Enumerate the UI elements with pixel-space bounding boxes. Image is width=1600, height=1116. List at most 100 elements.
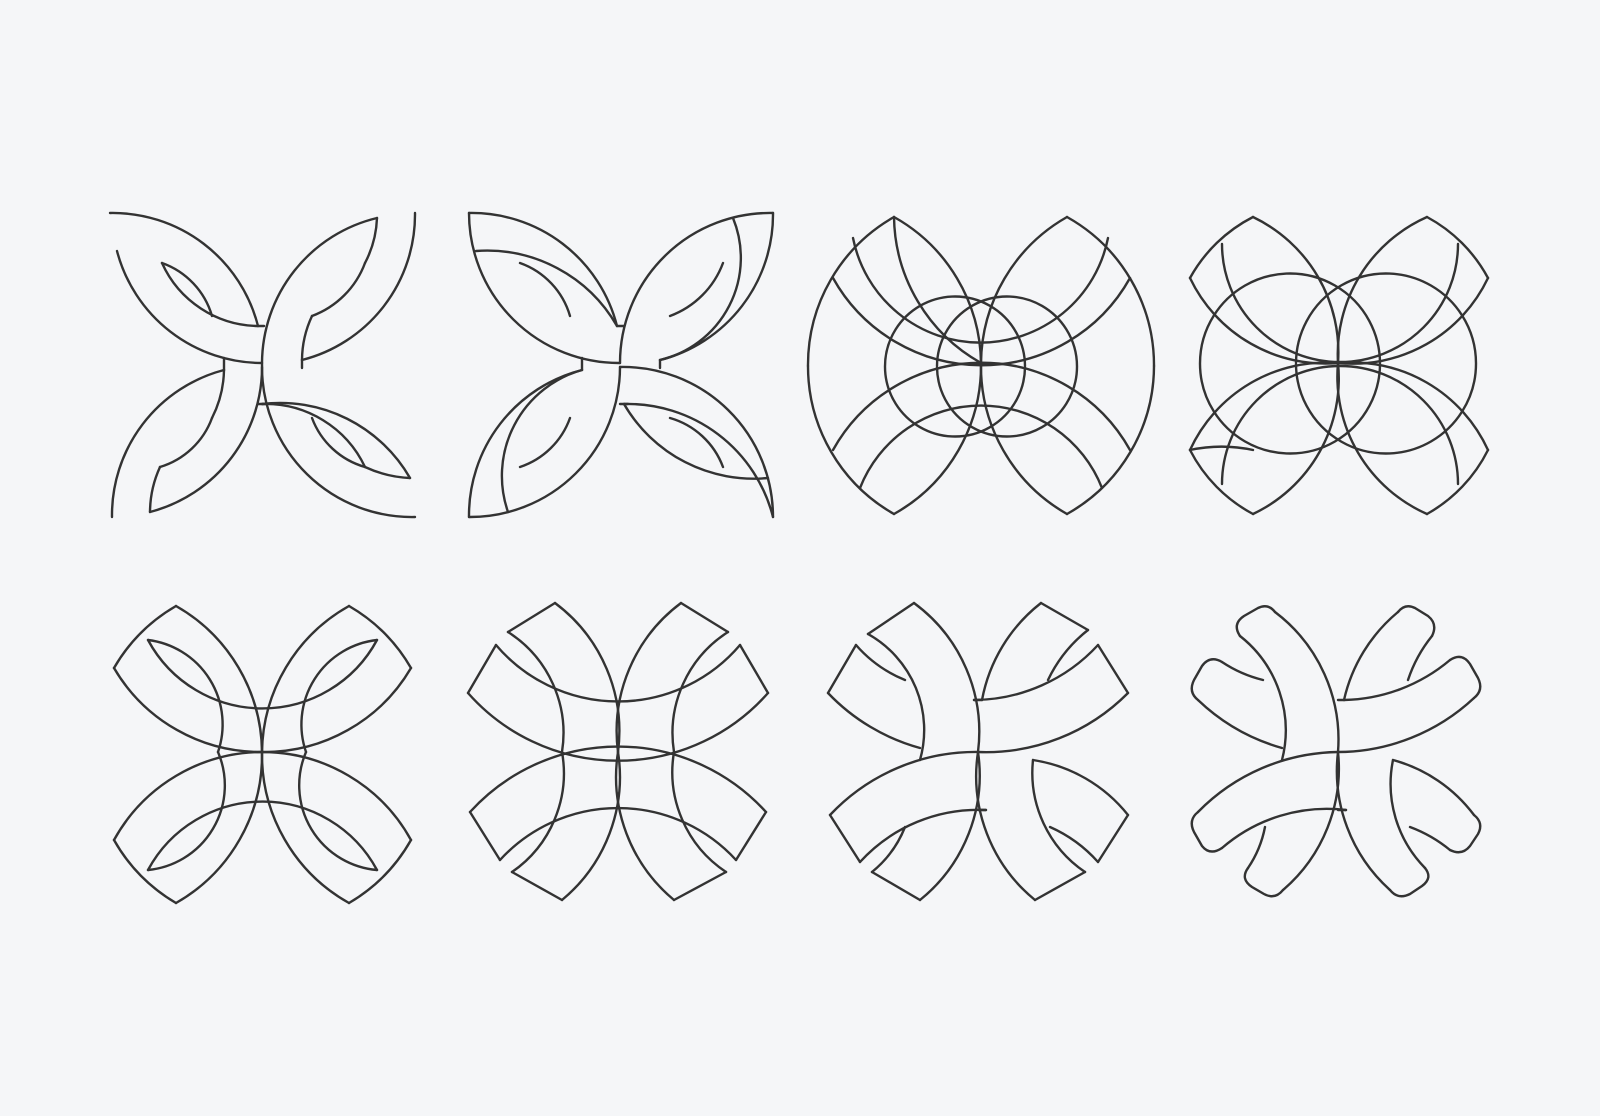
glyph-1-stroke-11 <box>148 361 264 514</box>
glyph-6-stroke-9 <box>510 750 566 874</box>
glyph-3-stroke-15 <box>883 295 1027 438</box>
glyph-5-stroke-18 <box>298 750 379 872</box>
glyph-3-stroke-14 <box>935 295 1079 438</box>
glyph-2-stroke-2 <box>467 211 622 365</box>
glyph-1-stroke-4 <box>160 261 214 318</box>
glyph-2-stroke-1 <box>467 211 619 328</box>
glyph-6-stroke-15 <box>494 643 742 703</box>
glyph-2-stroke-3 <box>474 249 619 328</box>
glyph-8-stroke-6 <box>1406 634 1434 682</box>
glyph-1-stroke-14 <box>148 465 162 514</box>
glyph-8-stroke-15 <box>1220 660 1265 682</box>
glyph-6-stroke-20 <box>734 810 768 862</box>
glyph-2-stroke-14 <box>622 402 775 519</box>
glyph-8-stroke-2 <box>1235 605 1277 638</box>
glyph-4-stroke-1 <box>1251 215 1340 365</box>
glyph-3-stroke-9 <box>1065 364 1156 516</box>
glyph-4-stroke-8 <box>1336 215 1429 365</box>
glyph-3 <box>806 215 1156 516</box>
glyph-5-stroke-8 <box>347 604 413 670</box>
glyph-1-stroke-18 <box>310 416 367 469</box>
glyph-5-stroke-9 <box>260 666 413 754</box>
glyph-1-stroke-7 <box>363 216 379 265</box>
glyph-8-stroke-8 <box>1243 866 1285 898</box>
glyph-1-stroke-5 <box>260 216 379 365</box>
glyph-2-stroke-10 <box>467 365 622 519</box>
glyph-8-stroke-18 <box>1336 696 1476 754</box>
glyph-5-stroke-15 <box>146 638 224 754</box>
glyph-7 <box>826 601 1130 902</box>
glyph-7-stroke-2 <box>866 601 916 636</box>
glyph-4-stroke-12 <box>1425 448 1490 516</box>
glyph-7-stroke-4 <box>980 601 1043 702</box>
glyph-7-stroke-10 <box>975 750 1037 902</box>
glyph-5 <box>112 604 413 905</box>
glyph-7-stroke-21 <box>858 808 988 864</box>
glyph-6-stroke-12 <box>671 750 728 874</box>
glyph-6-stroke-11 <box>672 870 728 902</box>
glyph-1-stroke-6 <box>300 211 417 362</box>
glyph-5-stroke-11 <box>347 838 413 905</box>
glyph-6-stroke-3 <box>506 630 565 754</box>
glyph-2-stroke-12 <box>518 416 572 469</box>
glyph-3-stroke-13 <box>858 404 1104 490</box>
glyph-4-stroke-17 <box>1198 272 1382 455</box>
glyph-4-stroke-2 <box>1188 215 1255 280</box>
glyph-6-stroke-18 <box>468 810 502 862</box>
glyph-7-stroke-14 <box>826 643 858 695</box>
glyph-4-stroke-4 <box>1188 445 1255 452</box>
glyph-7-stroke-15 <box>854 643 907 682</box>
glyph-5-stroke-2 <box>112 604 178 670</box>
glyph-1-stroke-9 <box>300 314 314 362</box>
glyph-2-stroke-8 <box>668 261 725 318</box>
glyph-5-stroke-13 <box>146 638 379 710</box>
glyph-4-stroke-3 <box>1188 276 1340 365</box>
glyph-6-stroke-1 <box>553 601 621 754</box>
glyph-7-stroke-1 <box>912 601 981 754</box>
glyph-7-stroke-13 <box>826 691 922 750</box>
glyph-4-stroke-13 <box>1336 361 1429 516</box>
glyph-5-stroke-14 <box>146 800 379 872</box>
glyph-6-stroke-10 <box>614 750 676 902</box>
glyph-3-stroke-10 <box>851 236 1110 344</box>
glyph-8 <box>1190 605 1482 898</box>
glyph-4-stroke-5 <box>1188 361 1340 452</box>
glyph-7-stroke-3 <box>866 632 926 762</box>
glyph-6-stroke-5 <box>679 601 730 634</box>
glyph-6-stroke-19 <box>498 806 738 862</box>
glyph-4-stroke-11 <box>1336 361 1490 452</box>
glyph-5-stroke-4 <box>112 750 264 842</box>
glyph-8-stroke-21 <box>1220 807 1348 850</box>
glyph-4-stroke-14 <box>1220 242 1460 364</box>
glyph-1-stroke-2 <box>115 249 264 365</box>
glyph-2-stroke-16 <box>668 416 725 469</box>
glyph-5-stroke-3 <box>112 666 264 754</box>
glyph-7-stroke-23 <box>1096 813 1130 864</box>
glyph-7-stroke-22 <box>1031 758 1130 817</box>
glyph-8-stroke-24 <box>1408 825 1452 852</box>
glyph-2-stroke-13 <box>618 365 775 519</box>
glyph-8-stroke-12 <box>1389 758 1427 870</box>
glyph-4-stroke-9 <box>1425 215 1490 280</box>
glyph-8-stroke-13 <box>1196 698 1284 750</box>
glyph-8-stroke-14 <box>1190 658 1224 702</box>
glyph-8-stroke-23 <box>1448 813 1482 854</box>
glyph-6-stroke-6 <box>671 630 730 754</box>
glyph-2-stroke-15 <box>622 402 770 480</box>
glyph-2-stroke-6 <box>658 211 775 362</box>
glyph-7-stroke-17 <box>1096 643 1130 695</box>
glyph-1-stroke-15 <box>260 365 417 519</box>
glyph-1-stroke-12 <box>210 368 226 420</box>
glyph-6-stroke-7 <box>560 750 622 902</box>
glyph-7-stroke-12 <box>1031 758 1087 874</box>
glyph-8-stroke-5 <box>1396 605 1436 638</box>
glyph-7-stroke-16 <box>972 643 1100 702</box>
glyph-7-stroke-24 <box>1048 825 1100 864</box>
glyph-2-stroke-9 <box>467 368 584 519</box>
glyph-8-stroke-20 <box>1190 810 1224 853</box>
glyph-6 <box>466 601 770 902</box>
glyph-8-stroke-11 <box>1388 866 1430 898</box>
glyph-1-stroke-13 <box>158 416 214 469</box>
glyph-3-stroke-6 <box>979 215 1069 365</box>
glyph-5-stroke-17 <box>300 638 379 754</box>
